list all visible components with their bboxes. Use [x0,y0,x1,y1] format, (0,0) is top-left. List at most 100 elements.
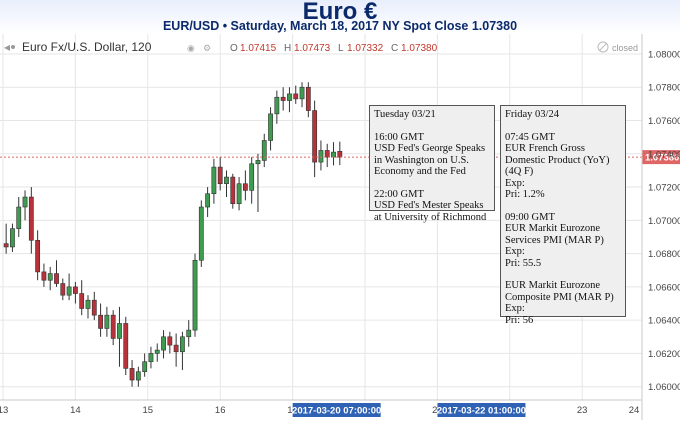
y-tick-label: 1.07800 [648,83,680,94]
candle[interactable] [198,200,204,267]
candle-body [142,361,148,373]
candle[interactable] [242,170,248,201]
candle[interactable] [117,306,122,367]
candle[interactable] [167,331,173,354]
candle-body [54,273,59,284]
candle[interactable] [261,133,267,168]
candle[interactable] [54,260,59,287]
candle[interactable] [173,333,179,367]
legend-eye-icon[interactable]: ◉ [187,43,195,53]
candle[interactable] [255,153,261,213]
candle[interactable] [324,143,330,168]
candle[interactable] [287,87,292,113]
candle[interactable] [293,85,299,104]
candle-body [60,283,66,296]
event-line: Domestic Product (YoY) [505,154,610,166]
candle[interactable] [217,157,223,191]
last-price-label: 1.07380 [645,153,679,164]
candle[interactable] [211,158,217,204]
candle[interactable] [180,331,185,371]
event-line: USD Fed's George Speaks [374,143,486,154]
candle[interactable] [135,366,141,387]
x-tick-label: 16 [215,405,226,416]
candle[interactable] [123,316,129,376]
candle[interactable] [318,140,324,171]
candle[interactable] [60,278,66,301]
candle[interactable] [154,343,160,362]
y-tick-label: 1.07600 [648,116,680,127]
candle-body [66,286,72,296]
candle-body [173,344,179,353]
candle-body [129,368,135,381]
candle-body [236,183,242,204]
candle[interactable] [3,223,9,254]
candle[interactable] [224,170,229,198]
candle-body [331,151,336,158]
candle[interactable] [230,173,236,209]
candle[interactable] [110,310,116,346]
y-tick-label: 1.07000 [648,216,680,227]
candle[interactable] [274,90,280,124]
candle[interactable] [72,281,78,304]
y-tick-label: 1.07200 [648,183,680,194]
candle[interactable] [148,346,154,369]
candle-body [154,349,160,354]
candle[interactable] [79,280,85,316]
candle[interactable] [161,330,166,359]
candle[interactable] [91,291,97,321]
candle[interactable] [268,107,273,151]
candle-body [268,113,273,141]
candle[interactable] [331,142,336,166]
x-tick-label: 15 [143,405,154,416]
candle[interactable] [35,230,41,281]
candle[interactable] [98,303,103,337]
candle-body [22,196,28,208]
candle[interactable] [249,157,255,204]
candle[interactable] [66,273,72,301]
candle[interactable] [236,177,242,211]
candle-body [135,371,141,381]
candle[interactable] [299,82,305,108]
candle[interactable] [305,82,311,118]
candle-body [211,166,217,195]
legend-settings-icon[interactable]: ⚙ [203,43,211,53]
candle-body [305,86,311,111]
chart-area[interactable]: 1.07380 1.06000 1.06200 1.06400 1.06600 1.06… [0,34,680,420]
y-axis: 1.06000 1.06200 1.06400 1.06600 1.06800 1.070… [641,34,680,420]
candle-body [35,239,41,273]
candle[interactable] [312,100,318,178]
status-circle-icon [597,41,609,53]
candle-body [337,150,343,158]
event-line: Pri: 55.5 [505,257,542,269]
candle[interactable] [337,141,343,166]
candle[interactable] [28,187,34,254]
event-line: (4Q F) [505,166,534,177]
candlestick-chart[interactable]: 1.07380 1.060001.062001.064001.066001.06… [0,34,680,420]
candle-body [148,353,154,363]
legend-symbol: Euro Fx/U.S. Dollar, 120 [22,40,152,54]
x-axis-date-highlight [292,403,381,417]
candle-body [28,196,34,241]
candle[interactable] [186,320,192,347]
x-axis: 13 14 15 16 17 21 23 24 2017-03-20 07:00:00 2017-… [0,399,642,417]
candle[interactable] [205,187,211,217]
candle-body [180,336,185,353]
candle[interactable] [10,223,15,252]
candle[interactable] [16,197,22,237]
candle[interactable] [129,360,135,387]
candle[interactable] [280,87,286,111]
candle-body [242,183,248,191]
event-line: in Washington on U.S. [374,154,469,166]
collapse-chevron-icon[interactable]: ◂ [4,40,10,54]
candle[interactable] [41,263,47,287]
candle[interactable] [192,253,198,337]
candle[interactable] [85,295,91,319]
candle[interactable] [104,306,110,337]
candle[interactable] [142,353,148,377]
x-tick-label: 21 [432,405,443,416]
event-line: Pri: 1.2% [505,189,545,200]
event-line: Exp: [505,177,525,189]
candle[interactable] [47,266,53,291]
candles-layer[interactable] [3,82,343,387]
candle[interactable] [22,190,28,221]
